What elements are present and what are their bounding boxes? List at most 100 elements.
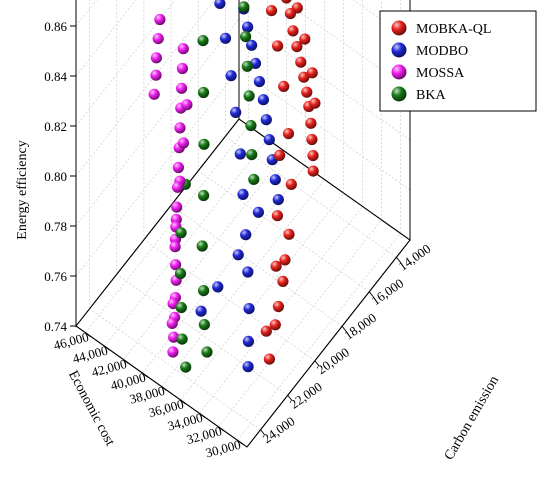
point-mobka-ql: [278, 80, 290, 92]
x-tick-mark: [237, 439, 243, 445]
point-bka: [198, 138, 210, 150]
z-tick-label: 0.82: [44, 119, 67, 134]
point-modbo: [225, 70, 237, 82]
point-mossa: [181, 99, 193, 111]
point-modbo: [232, 249, 244, 261]
point-bka: [174, 268, 187, 280]
x-tick-mark: [161, 386, 167, 391]
point-bka: [180, 361, 192, 373]
point-bka: [175, 302, 187, 314]
x-tick-mark: [104, 345, 110, 351]
grid-line-y: [170, 204, 343, 327]
point-modbo: [272, 194, 284, 206]
point-modbo: [243, 303, 255, 315]
legend: MOBKA-QL MODBO MOSSA BKA: [379, 10, 537, 112]
z-tick-label: 0.78: [44, 219, 67, 234]
point-mobka-ql: [301, 86, 313, 98]
point-mossa: [172, 161, 184, 174]
y-tick-mark: [341, 325, 347, 332]
point-mossa: [170, 259, 182, 271]
z-tick-label: 0.86: [44, 19, 67, 34]
point-bka: [238, 1, 250, 13]
legend-marker: [391, 42, 407, 58]
point-mobka-ql: [277, 275, 289, 287]
point-mobka-ql: [295, 56, 307, 68]
point-modbo: [195, 305, 207, 317]
y-tick-mark: [287, 394, 293, 401]
point-mobka-ql: [307, 165, 319, 177]
y-tick-mark: [260, 429, 265, 436]
point-modbo: [242, 21, 254, 33]
point-mossa: [171, 201, 183, 213]
point-bka: [243, 90, 255, 102]
point-mossa: [148, 88, 160, 100]
point-mossa: [150, 69, 162, 81]
y-tick-mark: [396, 256, 401, 263]
grid-line-y: [89, 308, 261, 431]
axis-edge: [246, 239, 411, 448]
point-modbo: [252, 206, 264, 218]
y-axis-label: Carbon emission: [442, 374, 502, 463]
point-mobka-ql: [299, 33, 311, 45]
grid-line-y: [116, 273, 288, 396]
point-bka: [176, 333, 188, 345]
grid-line-z: [238, 68, 411, 191]
point-modbo: [234, 148, 246, 160]
point-modbo: [242, 335, 254, 347]
point-mobka-ql: [272, 40, 284, 52]
point-mossa: [169, 241, 181, 253]
z-tick-label: 0.76: [44, 269, 67, 284]
point-bka: [240, 30, 252, 43]
point-bka: [197, 35, 209, 47]
point-modbo: [242, 266, 254, 278]
z-axis-label: Energy efficiency: [15, 140, 30, 239]
point-modbo: [260, 114, 272, 126]
point-mobka-ql: [269, 319, 281, 331]
point-modbo: [253, 76, 265, 88]
point-mobka-ql: [279, 254, 291, 266]
point-modbo: [246, 39, 258, 51]
point-mobka-ql: [287, 25, 299, 37]
chart-points: [148, 0, 321, 373]
point-modbo: [237, 188, 249, 200]
point-mossa: [176, 62, 188, 75]
legend-marker: [391, 20, 407, 36]
point-mossa: [172, 181, 184, 193]
point-mossa: [166, 317, 178, 329]
point-mobka-ql: [282, 128, 295, 140]
grid-line-y: [198, 170, 370, 293]
point-mobka-ql: [260, 325, 272, 337]
point-bka: [201, 346, 213, 358]
grid-line-y: [225, 135, 397, 258]
point-mossa: [154, 13, 166, 26]
grid-line-z: [238, 18, 411, 141]
point-mobka-ql: [271, 210, 283, 222]
y-tick-mark: [314, 360, 320, 367]
point-modbo: [230, 106, 242, 118]
grid-line-y: [143, 239, 316, 362]
x-tick-mark: [218, 426, 224, 432]
point-mossa: [167, 346, 179, 358]
point-mossa: [152, 33, 164, 45]
legend-label: MOSSA: [416, 66, 465, 81]
point-mobka-ql: [263, 353, 275, 365]
y-tick-mark: [368, 291, 374, 298]
point-bka: [196, 240, 208, 252]
point-mossa: [174, 122, 186, 134]
point-mossa: [176, 82, 188, 94]
point-bka: [197, 86, 210, 99]
axis-edge: [75, 118, 240, 327]
x-tick-mark: [180, 399, 186, 405]
z-tick-label: 0.80: [44, 169, 67, 184]
point-mobka-ql: [307, 150, 319, 162]
point-mobka-ql: [298, 71, 310, 83]
x-tick-mark: [123, 359, 129, 365]
point-mobka-ql: [272, 300, 284, 313]
point-mobka-ql: [309, 97, 321, 109]
point-mobka-ql: [270, 260, 282, 272]
point-bka: [198, 189, 210, 202]
x-tick-mark: [199, 412, 205, 418]
point-mobka-ql: [284, 8, 296, 20]
legend-label: BKA: [416, 88, 446, 103]
